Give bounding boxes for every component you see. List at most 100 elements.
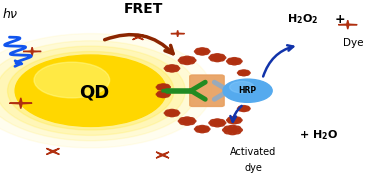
Text: +: + <box>335 13 345 26</box>
Circle shape <box>183 56 191 60</box>
Circle shape <box>163 87 169 90</box>
Circle shape <box>174 112 180 114</box>
Circle shape <box>160 91 166 94</box>
Circle shape <box>163 84 169 87</box>
Circle shape <box>8 51 174 130</box>
Circle shape <box>187 60 194 64</box>
Circle shape <box>237 72 243 74</box>
Circle shape <box>161 86 166 88</box>
Circle shape <box>244 109 249 111</box>
Circle shape <box>0 41 197 141</box>
Circle shape <box>178 59 186 62</box>
Text: Activated: Activated <box>230 147 276 157</box>
Polygon shape <box>133 35 143 40</box>
Circle shape <box>234 120 241 123</box>
Circle shape <box>219 121 226 125</box>
Circle shape <box>231 62 237 65</box>
Circle shape <box>242 72 246 74</box>
Circle shape <box>164 67 170 70</box>
Circle shape <box>215 56 220 59</box>
Circle shape <box>195 50 201 53</box>
Circle shape <box>163 92 169 94</box>
Circle shape <box>231 58 237 61</box>
Circle shape <box>228 120 234 123</box>
Circle shape <box>211 120 217 123</box>
Circle shape <box>214 124 221 127</box>
Circle shape <box>202 129 209 132</box>
Circle shape <box>211 54 217 58</box>
Circle shape <box>196 51 202 55</box>
Circle shape <box>239 70 244 73</box>
Circle shape <box>158 94 163 97</box>
Circle shape <box>236 60 242 63</box>
Circle shape <box>202 51 209 55</box>
Circle shape <box>166 110 172 113</box>
Circle shape <box>219 56 226 59</box>
Circle shape <box>236 119 242 122</box>
Circle shape <box>217 120 224 123</box>
Circle shape <box>156 93 162 96</box>
Text: Dye: Dye <box>343 37 364 48</box>
Circle shape <box>241 73 246 76</box>
Polygon shape <box>156 152 169 158</box>
Circle shape <box>224 126 232 130</box>
Circle shape <box>217 123 224 126</box>
Circle shape <box>166 65 172 68</box>
Circle shape <box>227 119 233 122</box>
Circle shape <box>180 60 187 64</box>
Circle shape <box>172 113 178 116</box>
Circle shape <box>241 106 246 108</box>
Circle shape <box>202 48 209 51</box>
Circle shape <box>15 55 166 126</box>
Circle shape <box>232 60 237 62</box>
Circle shape <box>160 88 166 91</box>
Circle shape <box>244 73 249 75</box>
Circle shape <box>199 52 205 55</box>
Circle shape <box>242 108 246 110</box>
Circle shape <box>164 112 170 114</box>
Circle shape <box>169 65 175 68</box>
Circle shape <box>239 109 244 111</box>
Circle shape <box>189 59 196 62</box>
Circle shape <box>34 62 110 98</box>
Text: QD: QD <box>79 84 110 102</box>
Circle shape <box>211 58 217 61</box>
Circle shape <box>195 128 201 131</box>
Polygon shape <box>9 98 32 109</box>
Circle shape <box>227 60 233 63</box>
Circle shape <box>200 128 205 130</box>
Circle shape <box>228 117 234 120</box>
Circle shape <box>228 131 237 135</box>
Polygon shape <box>46 148 59 154</box>
Polygon shape <box>171 30 184 37</box>
Circle shape <box>244 70 249 73</box>
Circle shape <box>161 93 166 95</box>
Circle shape <box>211 123 217 126</box>
Circle shape <box>228 61 234 64</box>
Circle shape <box>184 120 190 122</box>
Circle shape <box>224 130 232 134</box>
Circle shape <box>158 84 163 87</box>
Circle shape <box>232 119 237 121</box>
Circle shape <box>164 93 170 96</box>
Circle shape <box>199 48 205 51</box>
Circle shape <box>169 112 175 114</box>
Circle shape <box>217 54 224 58</box>
Circle shape <box>187 57 194 60</box>
Circle shape <box>183 117 191 120</box>
Circle shape <box>214 54 221 57</box>
Circle shape <box>169 69 175 72</box>
Polygon shape <box>23 47 41 56</box>
Circle shape <box>204 128 210 131</box>
Circle shape <box>174 67 180 70</box>
Circle shape <box>229 129 235 132</box>
Circle shape <box>178 119 186 123</box>
Circle shape <box>169 109 175 112</box>
Circle shape <box>204 50 210 53</box>
Text: dye: dye <box>244 163 262 172</box>
Circle shape <box>223 79 272 102</box>
Circle shape <box>214 58 221 62</box>
Text: HRP: HRP <box>239 86 257 95</box>
Text: $h\nu$: $h\nu$ <box>2 7 19 21</box>
Polygon shape <box>338 20 357 29</box>
